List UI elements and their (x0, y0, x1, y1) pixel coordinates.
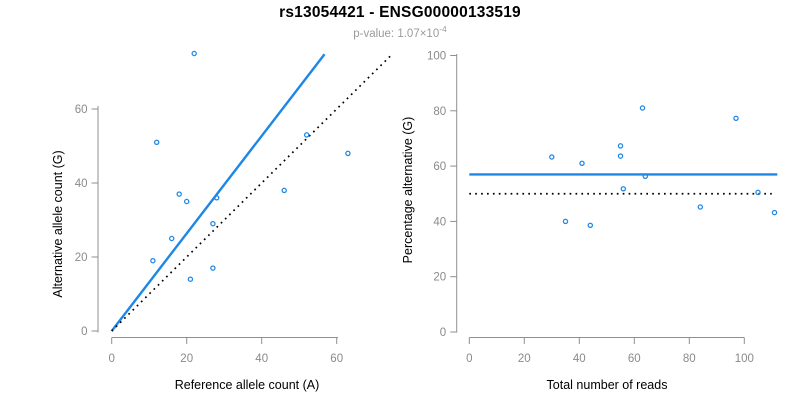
x-tick-label: 40 (255, 353, 268, 365)
x-tick-label: 20 (180, 353, 193, 365)
x-tick-label: 100 (735, 353, 754, 365)
data-point (210, 265, 216, 271)
data-point (620, 186, 627, 192)
panel-percentage-vs-coverage: 0 20 40 60 80 100 0 20 40 60 80 100 Total number of … (401, 51, 778, 392)
y-tick-label: 100 (427, 51, 446, 63)
data-point (642, 173, 649, 180)
data-point (617, 153, 624, 159)
data-point (176, 191, 182, 197)
y-tick-label: 60 (433, 161, 446, 173)
data-point (697, 204, 704, 210)
y-axis-title: Alternative allele count (G) (51, 150, 65, 297)
y-tick-label: 20 (75, 252, 88, 264)
data-point (187, 276, 194, 282)
data-point (183, 198, 190, 205)
data-point (150, 257, 156, 264)
fitted-allelic-ratio-line (110, 53, 326, 332)
pvalue-prefix: p-value: (353, 27, 398, 40)
x-axis-title: Total number of reads (547, 378, 668, 392)
data-point (733, 115, 739, 122)
y-tick-label: 20 (433, 272, 446, 284)
data-point (168, 235, 175, 242)
x-tick-label: 80 (683, 353, 696, 365)
data-point (153, 139, 160, 146)
data-point (587, 222, 594, 229)
x-tick-label: 0 (466, 353, 472, 365)
pvalue-subtitle: p-value: 1.07×10-4 (0, 24, 800, 40)
data-point (617, 143, 624, 149)
data-point (771, 209, 778, 216)
y-tick-label: 40 (75, 178, 88, 190)
panel-allele-counts: 0 20 40 60 0 20 40 60 Reference allele count (A)… (51, 50, 391, 392)
y-axis-title: Percentage alternative (G) (401, 117, 415, 264)
data-point (210, 220, 216, 227)
y-tick-label: 0 (440, 327, 446, 339)
data-point (191, 50, 197, 57)
x-tick-label: 20 (518, 353, 531, 365)
data-point (639, 105, 646, 111)
data-point (213, 195, 220, 201)
identity-line (111, 55, 391, 332)
y-tick-label: 0 (81, 326, 87, 338)
data-point (281, 187, 287, 194)
pvalue-exponent: -4 (439, 24, 447, 34)
data-point (549, 154, 555, 160)
x-tick-label: 40 (573, 353, 586, 365)
data-point (562, 218, 569, 225)
data-point (755, 189, 761, 196)
y-tick-label: 40 (433, 216, 446, 228)
data-point (579, 160, 585, 167)
x-tick-label: 0 (108, 353, 114, 365)
data-point (303, 132, 310, 138)
pvalue-base: 1.07×10 (397, 27, 440, 40)
y-tick-label: 80 (433, 106, 446, 118)
x-axis-title: Reference allele count (A) (175, 378, 320, 392)
y-tick-label: 60 (75, 104, 88, 116)
x-tick-label: 60 (330, 353, 343, 365)
x-tick-label: 60 (628, 353, 641, 365)
figure-title: rs13054421 - ENSG00000133519 (279, 4, 521, 21)
data-point (345, 150, 351, 157)
